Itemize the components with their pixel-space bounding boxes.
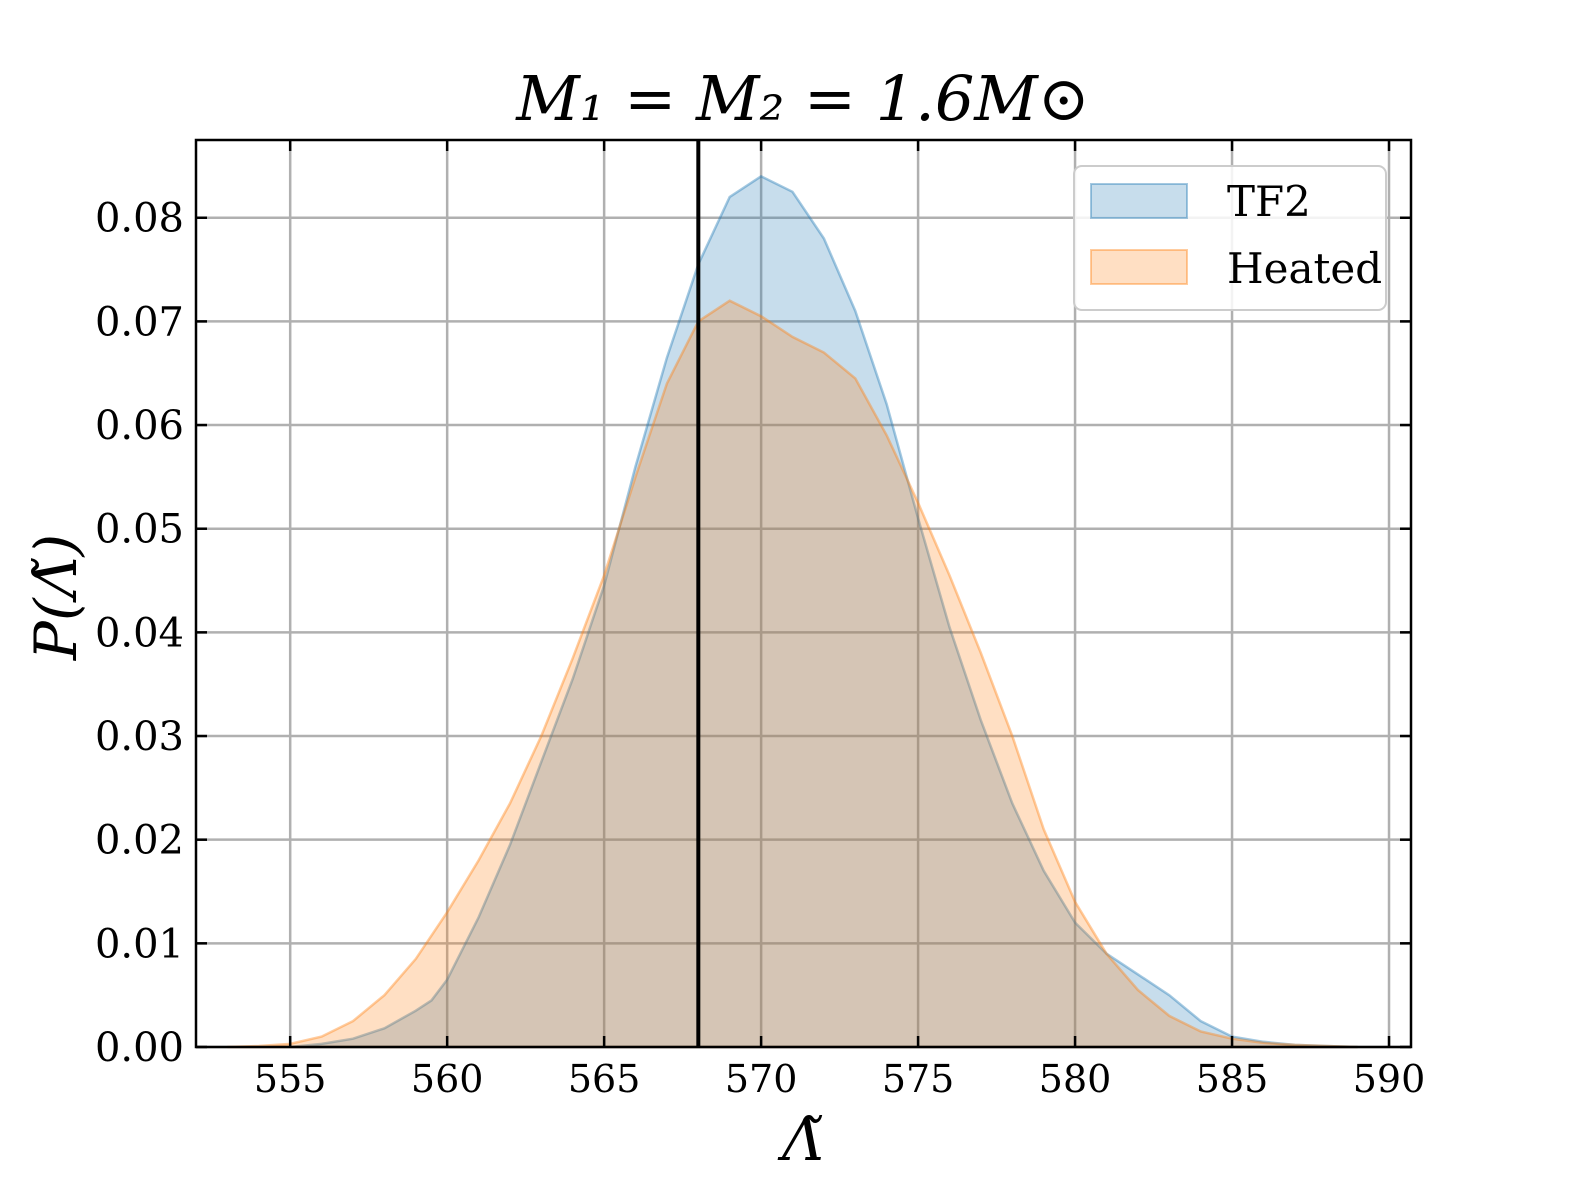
- y-tick-label: 0.04: [95, 610, 184, 656]
- y-tick-label: 0.06: [95, 403, 184, 449]
- axis-ticks: [196, 140, 1411, 1049]
- legend-label-heated: Heated: [1227, 244, 1382, 293]
- x-tick-label: 570: [725, 1057, 798, 1101]
- y-tick-label: 0.01: [95, 921, 184, 967]
- legend: TF2 Heated: [1073, 165, 1387, 311]
- legend-box: [1073, 165, 1387, 311]
- legend-swatch-heated: [1090, 249, 1188, 285]
- y-tick-label: 0.08: [95, 196, 184, 242]
- y-tick-label: 0.02: [95, 818, 184, 864]
- x-tick-label: 585: [1196, 1057, 1269, 1101]
- legend-label-tf2: TF2: [1227, 177, 1311, 226]
- x-tick-label: 555: [254, 1057, 327, 1101]
- y-tick-label: 0.00: [95, 1025, 184, 1071]
- x-axis-label: Λ̃: [777, 1106, 824, 1174]
- x-tick-label: 565: [568, 1057, 641, 1101]
- y-tick-label: 0.05: [95, 507, 184, 553]
- x-tick-label: 560: [411, 1057, 484, 1101]
- series-area-heated: [227, 299, 1358, 1049]
- x-tick-labels: 555 560 565 570 575 580 585 590: [254, 1057, 1425, 1101]
- y-tick-label: 0.03: [95, 714, 184, 760]
- legend-swatch-tf2: [1090, 183, 1188, 219]
- chart-title: M₁ = M₂ = 1.6M⊙: [515, 62, 1089, 135]
- plot-frame: [194, 138, 1413, 1049]
- x-tick-label: 580: [1039, 1057, 1112, 1101]
- y-axis-label: P(Λ̃): [22, 534, 90, 661]
- series-area-tf2: [290, 174, 1358, 1049]
- x-tick-label: 590: [1353, 1057, 1426, 1101]
- series-areas: [227, 174, 1358, 1049]
- y-tick-label: 0.07: [95, 299, 184, 345]
- x-tick-label: 575: [882, 1057, 955, 1101]
- y-tick-labels: 0.00 0.01 0.02 0.03 0.04 0.05 0.06 0.07 0.08: [95, 196, 184, 1071]
